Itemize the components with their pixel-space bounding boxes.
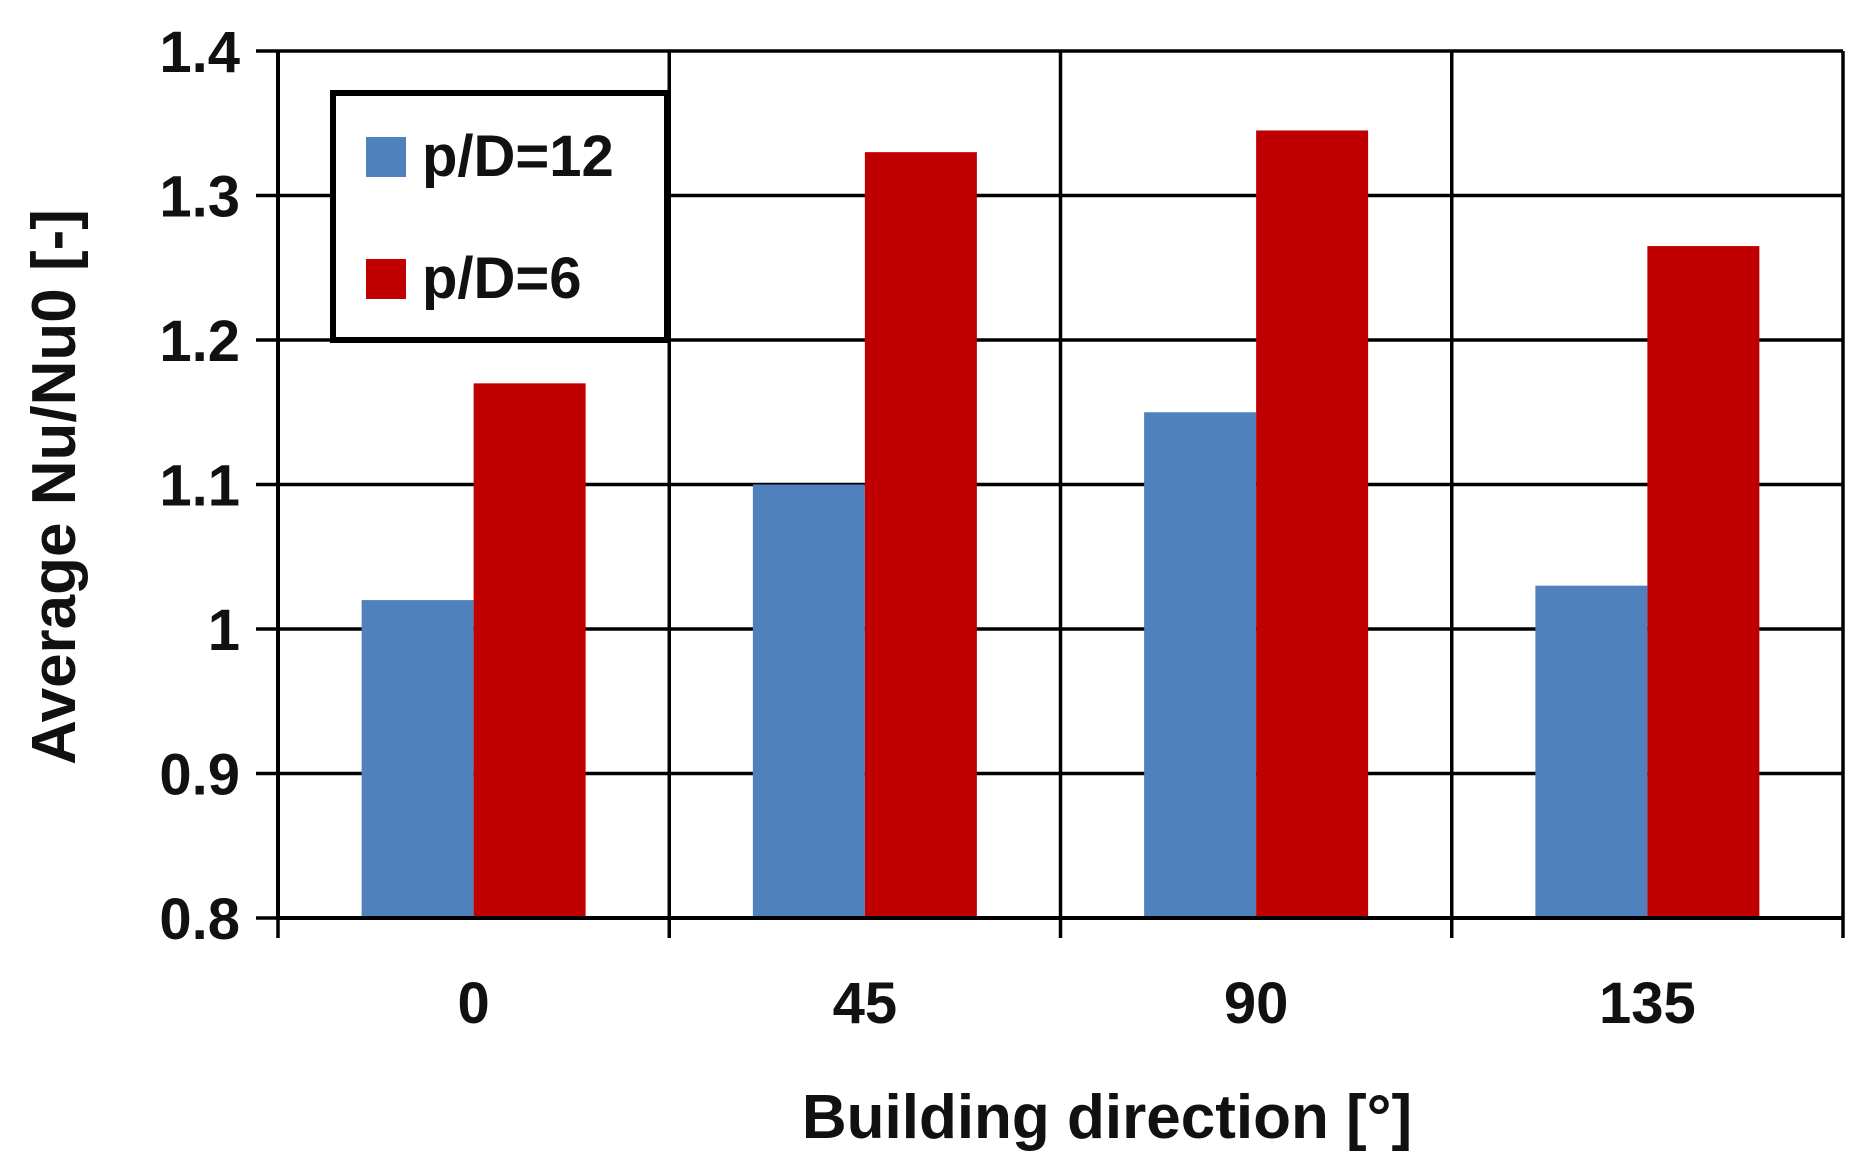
y-tick-label: 1.1	[159, 454, 240, 519]
y-tick-label: 0.9	[159, 743, 240, 808]
bar-p-d-6-45	[864, 152, 977, 918]
legend-label-p-d-12: p/D=12	[422, 124, 614, 189]
x-tick-label: 90	[1224, 971, 1289, 1036]
bar-p-d-12-90	[1144, 412, 1257, 918]
y-tick-labels: 0.8 0.9 1 1.1 1.2 1.3 1.4	[159, 20, 240, 952]
y-tick-label: 1	[208, 598, 240, 663]
axes	[256, 49, 1845, 938]
legend-label-p-d-6: p/D=6	[422, 246, 582, 311]
bar-p-d-12-135	[1535, 585, 1648, 918]
legend-swatch-p-d-12	[366, 137, 406, 177]
x-tick-label: 135	[1599, 971, 1696, 1036]
x-tick-label: 45	[833, 971, 898, 1036]
bar-p-d-6-0	[473, 383, 586, 919]
y-tick-label: 1.2	[159, 309, 240, 374]
y-axis-label: Average Nu/Nu0 [-]	[20, 209, 89, 765]
legend-box	[330, 90, 670, 343]
y-tick-label: 1.3	[159, 165, 240, 230]
legend-swatch-p-d-6	[366, 259, 406, 299]
bar-p-d-6-90	[1256, 130, 1369, 919]
x-tick-labels: 0 45 90 135	[457, 971, 1695, 1036]
bars	[361, 130, 1760, 919]
x-axis-label: Building direction [°]	[802, 1083, 1412, 1152]
bar-p-d-6-135	[1647, 246, 1760, 918]
y-tick-label: 0.8	[159, 887, 240, 952]
bar-p-d-12-45	[752, 484, 865, 918]
x-tick-label: 0	[457, 971, 489, 1036]
bar-p-d-12-0	[361, 600, 474, 918]
y-tick-label: 1.4	[159, 20, 240, 85]
legend: p/D=12 p/D=6	[330, 90, 670, 343]
